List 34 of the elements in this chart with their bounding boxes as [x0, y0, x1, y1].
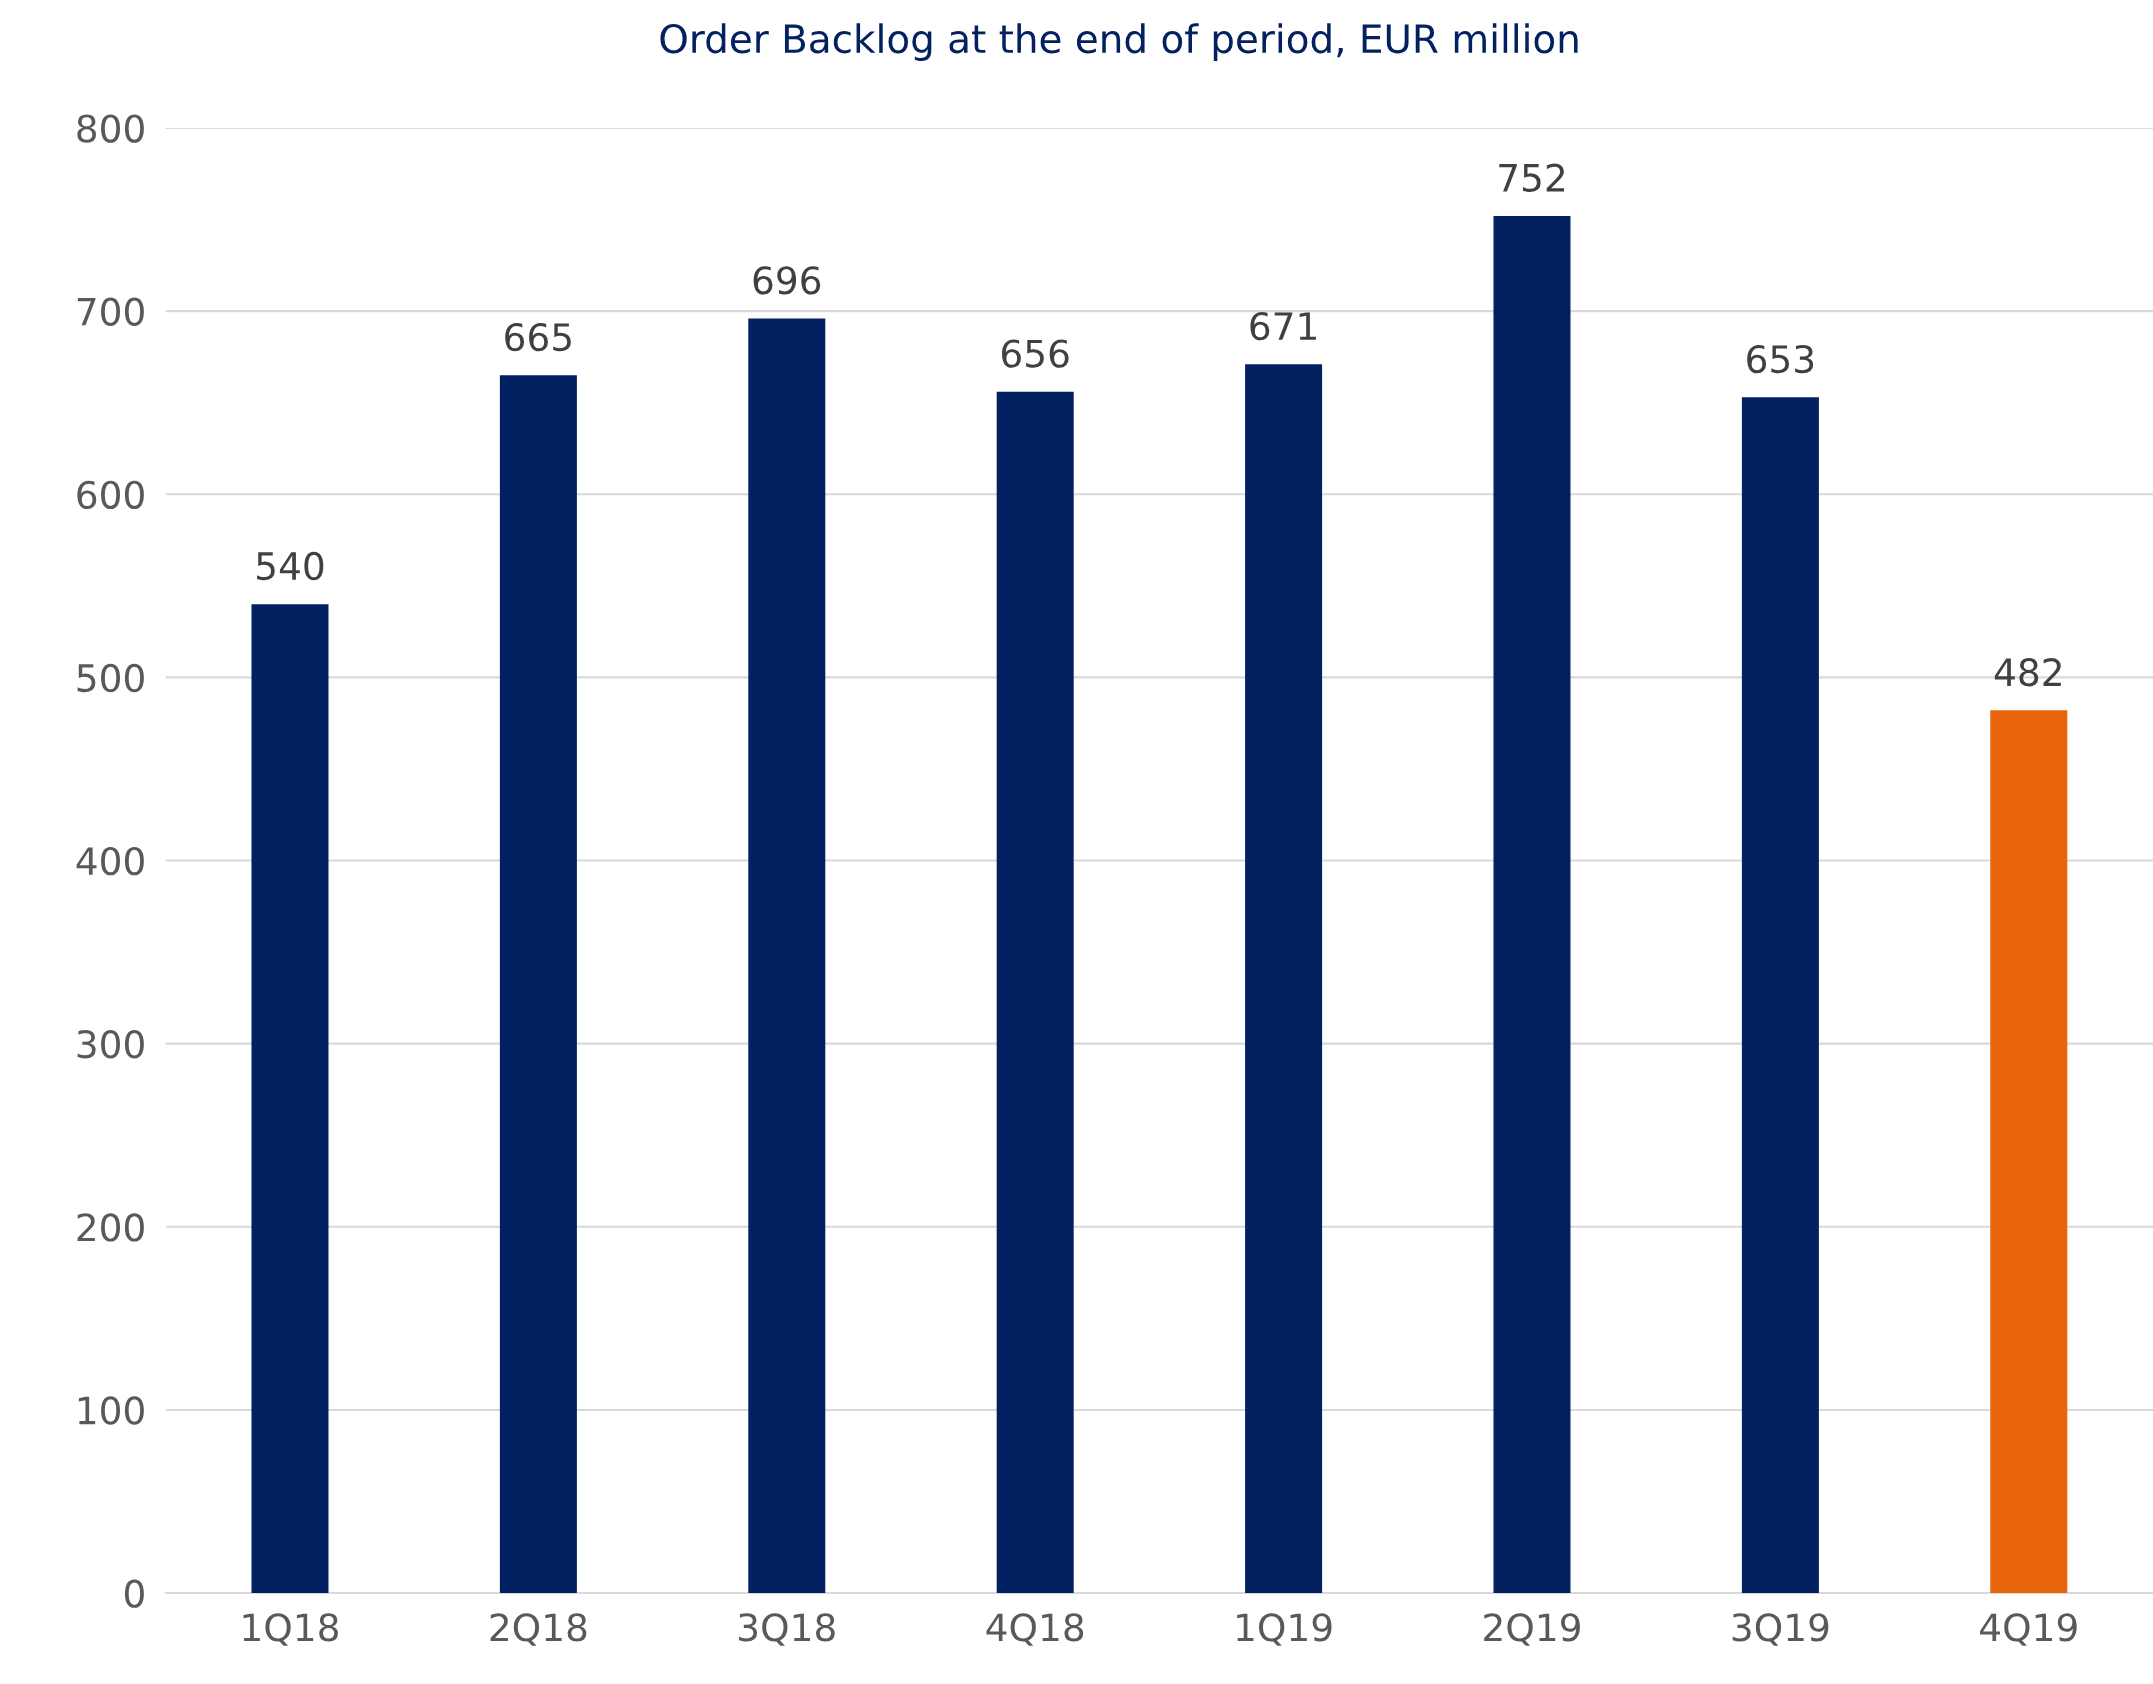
bar — [251, 604, 329, 1594]
data-label: 656 — [1002, 339, 1069, 368]
y-tick-label: 200 — [77, 1213, 144, 1242]
y-tick-label: 700 — [77, 297, 144, 326]
x-tick-label: 4Q18 — [986, 1613, 1084, 1646]
y-tick-label: 300 — [77, 1030, 144, 1059]
x-tick-label: 1Q19 — [1237, 1613, 1332, 1646]
y-tick-label: 500 — [77, 663, 144, 693]
y-tick-label: 600 — [77, 480, 144, 510]
data-label: 752 — [1499, 163, 1565, 192]
y-tick-label: 0 — [124, 1579, 144, 1608]
data-label: 540 — [257, 551, 324, 581]
bar — [748, 318, 826, 1594]
data-label: 671 — [1250, 311, 1316, 341]
x-tick-label: 2Q19 — [1484, 1613, 1580, 1646]
x-tick-label: 3Q19 — [1732, 1613, 1829, 1646]
bar — [1990, 710, 2068, 1594]
bar — [1245, 364, 1323, 1594]
data-label: 653 — [1747, 344, 1814, 374]
x-tick-label: 1Q18 — [243, 1613, 338, 1646]
bar — [499, 375, 577, 1594]
x-tick-label: 3Q18 — [739, 1613, 835, 1646]
y-tick-label: 400 — [76, 846, 144, 876]
data-label: 696 — [753, 266, 821, 295]
chart-title: Order Backlog at the end of period, EUR million — [660, 23, 1578, 61]
y-tick-label: 800 — [77, 114, 144, 143]
bar — [1493, 215, 1571, 1594]
bar — [996, 391, 1074, 1594]
y-tick-label: 100 — [78, 1396, 144, 1425]
data-label: 482 — [1994, 658, 2061, 687]
bar — [1741, 397, 1819, 1594]
data-label: 665 — [505, 322, 571, 352]
x-tick-label: 4Q19 — [1980, 1613, 2077, 1646]
x-tick-label: 2Q18 — [490, 1613, 587, 1646]
